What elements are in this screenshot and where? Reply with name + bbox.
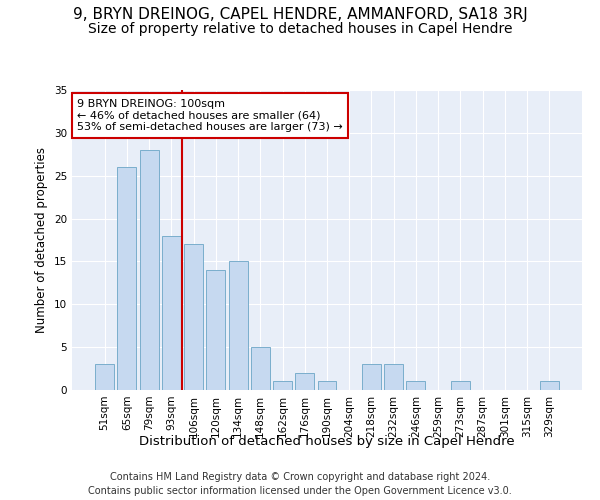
Y-axis label: Number of detached properties: Number of detached properties [35, 147, 49, 333]
Bar [140, 150, 158, 390]
Bar [251, 347, 270, 390]
Text: 9 BRYN DREINOG: 100sqm
← 46% of detached houses are smaller (64)
53% of semi-det: 9 BRYN DREINOG: 100sqm ← 46% of detached… [77, 99, 343, 132]
Bar [295, 373, 314, 390]
Bar [384, 364, 403, 390]
Bar [95, 364, 114, 390]
Text: 9, BRYN DREINOG, CAPEL HENDRE, AMMANFORD, SA18 3RJ: 9, BRYN DREINOG, CAPEL HENDRE, AMMANFORD… [73, 8, 527, 22]
Text: Contains HM Land Registry data © Crown copyright and database right 2024.: Contains HM Land Registry data © Crown c… [110, 472, 490, 482]
Bar [451, 382, 470, 390]
Text: Distribution of detached houses by size in Capel Hendre: Distribution of detached houses by size … [139, 435, 515, 448]
Bar [362, 364, 381, 390]
Bar [540, 382, 559, 390]
Bar [273, 382, 292, 390]
Bar [206, 270, 225, 390]
Bar [406, 382, 425, 390]
Bar [162, 236, 181, 390]
Bar [229, 262, 248, 390]
Bar [184, 244, 203, 390]
Text: Contains public sector information licensed under the Open Government Licence v3: Contains public sector information licen… [88, 486, 512, 496]
Bar [317, 382, 337, 390]
Bar [118, 167, 136, 390]
Text: Size of property relative to detached houses in Capel Hendre: Size of property relative to detached ho… [88, 22, 512, 36]
